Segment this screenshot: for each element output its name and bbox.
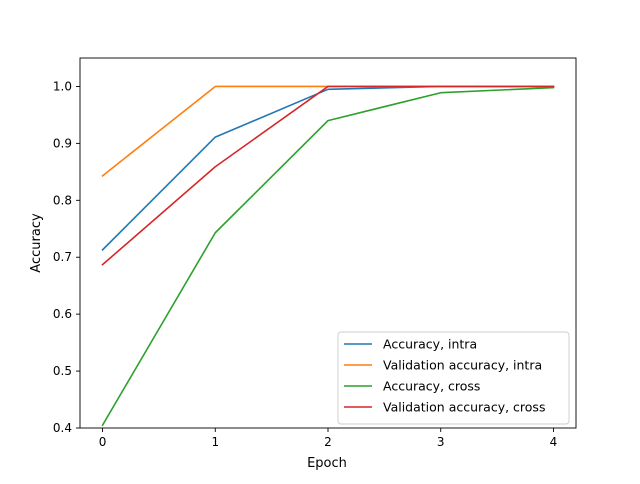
- y-axis-label: Accuracy: [29, 213, 44, 273]
- series-line-3: [101, 86, 555, 427]
- legend-box: [337, 331, 570, 425]
- axes: 0 1 2 3 4 0.4 0.5 0.6 0.7 0.8 0.9 1.0: [53, 57, 577, 449]
- y-tick-label: 0.8: [53, 193, 72, 207]
- x-tick-label: 1: [211, 435, 219, 449]
- series-line-2: [101, 85, 555, 177]
- legend-label-3: Accuracy, cross: [383, 379, 480, 394]
- series-line-1: [101, 85, 555, 251]
- legend-label-2: Validation accuracy, intra: [383, 358, 542, 373]
- y-tick-label: 1.0: [53, 79, 72, 93]
- x-tick-label: 2: [324, 435, 332, 449]
- y-tick-label: 0.4: [53, 421, 72, 435]
- y-tick-label: 0.5: [53, 364, 72, 378]
- x-tick-label: 4: [550, 435, 558, 449]
- y-tick-label: 0.6: [53, 307, 72, 321]
- plot-area: [101, 85, 555, 427]
- x-axis-label: Epoch: [307, 456, 347, 471]
- y-tick-label: 0.7: [53, 250, 72, 264]
- legend-label-4: Validation accuracy, cross: [383, 400, 545, 415]
- x-tick-label: 0: [99, 435, 107, 449]
- legend: Accuracy, intra Validation accuracy, intr…: [337, 331, 570, 425]
- legend-label-1: Accuracy, intra: [383, 337, 477, 352]
- series-line-4: [101, 85, 555, 266]
- y-tick-label: 0.9: [53, 136, 72, 150]
- x-tick-label: 3: [437, 435, 445, 449]
